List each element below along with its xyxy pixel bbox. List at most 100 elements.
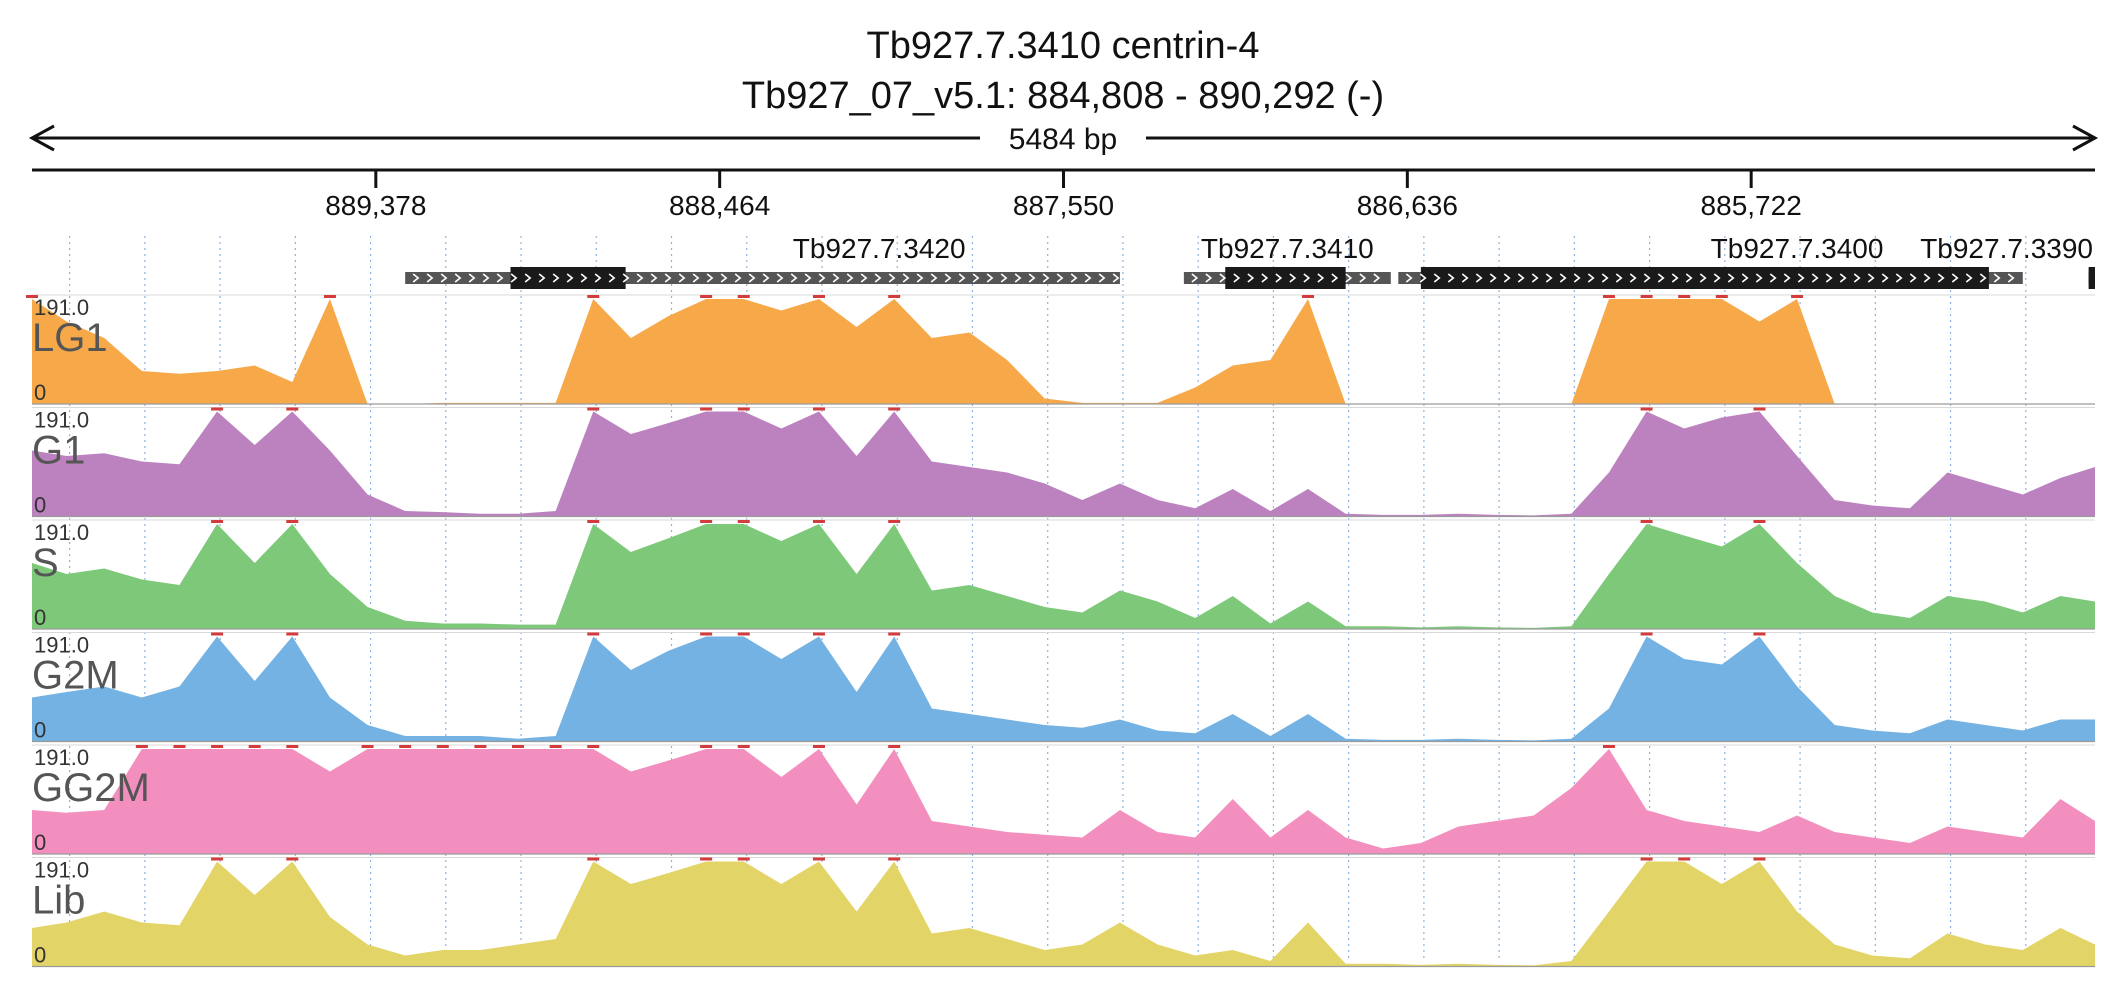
scale-min-label: 0 [34,380,46,405]
strand-arrow [1783,273,1791,283]
strand-arrow [1909,273,1917,283]
coverage-area [32,861,2095,967]
series-label: GG2M [32,766,150,810]
strand-arrow [1853,273,1861,283]
strand-arrow [1993,273,2001,283]
strand-arrow [412,273,420,283]
strand-arrow [1545,273,1553,283]
strand-arrow [1275,273,1283,283]
strand-arrow [818,273,826,283]
coverage-area [32,299,2095,404]
tick-label: 889,378 [325,190,426,221]
strand-arrow [1587,273,1595,283]
strand-arrow [1331,273,1339,283]
strand-arrow [1289,273,1297,283]
strand-arrow [1084,273,1092,283]
gene-cds [510,267,626,289]
strand-arrow [1475,273,1483,283]
strand-arrow [902,273,910,283]
strand-arrow [1713,273,1721,283]
strand-arrow [552,273,560,283]
series-label: G2M [32,654,119,698]
strand-arrow [1601,273,1609,283]
strand-arrow [1205,273,1213,283]
strand-arrow [692,273,700,283]
span-arrow-left [28,124,55,152]
scale-min-label: 0 [34,605,46,630]
strand-arrow [1825,273,1833,283]
strand-arrow [1433,273,1441,283]
coverage-area [32,411,2095,517]
strand-arrow [636,273,644,283]
gene-cds [1225,267,1346,289]
span-arrow: 5484 bp [28,123,2099,156]
strand-arrow [706,273,714,283]
strand-arrow [538,273,546,283]
strand-arrow [1014,273,1022,283]
strand-arrow [678,273,686,283]
strand-arrow [944,273,952,283]
strand-arrow [1951,273,1959,283]
strand-arrow [1531,273,1539,283]
strand-arrow [1373,273,1381,283]
strand-arrow [1000,273,1008,283]
strand-arrow [1028,273,1036,283]
tick-label: 887,550 [1013,190,1114,221]
strand-arrow [650,273,658,283]
strand-arrow [1056,273,1064,283]
strand-arrow [958,273,966,283]
strand-arrow [720,273,728,283]
gene-track: Tb927.7.3420 Tb927.7.3410 Tb927.7.3400 Tb92… [405,233,2095,289]
strand-arrow [1559,273,1567,283]
strand-arrow [1895,273,1903,283]
strand-arrow [762,273,770,283]
strand-arrow [1489,273,1497,283]
strand-arrow [1098,273,1106,283]
scale-min-label: 0 [34,830,46,855]
strand-arrow [1867,273,1875,283]
strand-arrow [664,273,672,283]
gene-label: Tb927.7.3400 [1711,233,1884,264]
strand-arrow [846,273,854,283]
chart-title: Tb927.7.3410 centrin-4 [867,25,1260,67]
strand-arrow [1303,273,1311,283]
scale-max-label: 191.0 [34,408,89,433]
strand-arrow [440,273,448,283]
strand-arrow [1112,273,1120,283]
coverage-area [32,524,2095,629]
strand-arrow [1405,273,1413,283]
track-g2m: 191.0 0 G2M [32,632,2095,743]
strand-arrow [1881,273,1889,283]
coverage-tracks: 191.00LG1191.00G1191.00S191.00G2M191.00G… [26,294,2095,968]
strand-arrow [1839,273,1847,283]
chart-subtitle: Tb927_07_v5.1: 884,808 - 890,292 (-) [742,75,1384,117]
strand-arrow [1699,273,1707,283]
strand-arrow [426,273,434,283]
strand-arrow [1261,273,1269,283]
tick-label: 888,464 [669,190,770,221]
strand-arrow [1517,273,1525,283]
series-label: LG1 [32,316,108,360]
series-label: Lib [32,879,85,923]
strand-arrow [1070,273,1078,283]
scale-min-label: 0 [34,718,46,743]
strand-arrow [930,273,938,283]
track-gg2m: 191.0 0 GG2M [32,744,2095,855]
series-label: S [32,541,59,585]
strand-arrow [1727,273,1735,283]
strand-arrow [580,273,588,283]
track-s: 191.0 0 S [32,519,2095,630]
strand-arrow [748,273,756,283]
strand-arrow [1317,273,1325,283]
strand-arrow [1359,273,1367,283]
gene-label: Tb927.7.3410 [1201,233,1374,264]
strand-arrow [1937,273,1945,283]
strand-arrow [1741,273,1749,283]
series-label: G1 [32,429,85,473]
scale-max-label: 191.0 [34,745,89,770]
strand-arrow [608,273,616,283]
coverage-area [32,749,2095,854]
strand-arrow [1219,273,1227,283]
